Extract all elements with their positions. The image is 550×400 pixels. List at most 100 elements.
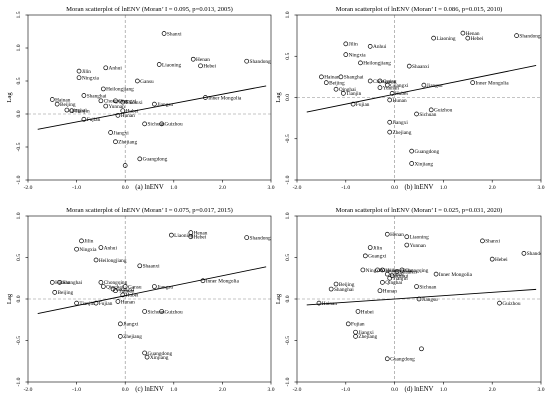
data-point — [414, 111, 419, 117]
x-tick-label: 2.0 — [489, 387, 496, 393]
data-point — [355, 309, 361, 314]
data-point — [338, 74, 344, 80]
data-point — [137, 263, 143, 269]
data-point — [409, 148, 415, 154]
panel-title: Moran scatterplot of lnENV (Moran’ I = 0… — [66, 207, 233, 214]
point-label: Chongqing — [405, 268, 429, 274]
point-label: Beijing — [339, 282, 355, 288]
panel-caption: (a) lnENV — [135, 184, 164, 191]
x-tick-label: 3.0 — [268, 185, 275, 191]
point-label: Gansu — [390, 272, 404, 278]
data-point — [323, 80, 329, 86]
data-point — [375, 267, 380, 273]
data-point — [387, 129, 393, 135]
panel-4: Moran scatterplot of lnENV (Moran’ I = 0… — [275, 207, 545, 393]
data-point — [377, 288, 383, 294]
point-label: Guizhou — [164, 309, 183, 315]
data-point — [319, 74, 324, 80]
point-label: Sichuan — [147, 309, 164, 315]
data-point — [409, 161, 415, 166]
point-label: Inner Mongolia — [475, 80, 509, 86]
data-point — [416, 296, 422, 302]
point-label: Anhui — [373, 44, 387, 50]
point-label: Guangxi — [390, 83, 409, 89]
point-label: Hubei — [361, 309, 374, 315]
point-label: Hunan — [393, 98, 407, 104]
fit-line — [37, 85, 267, 130]
point-label: Liaoning — [162, 62, 181, 68]
point-label: Guizhou — [434, 108, 453, 114]
point-label: Fujian — [99, 301, 113, 307]
point-label: Jilin — [82, 69, 91, 75]
panel-title: Moran scatterplot of lnENV (Moran’ I = 0… — [336, 6, 503, 13]
x-tick-label: -1.0 — [341, 387, 350, 393]
data-point — [117, 334, 123, 339]
data-point — [113, 288, 118, 294]
data-point — [345, 321, 351, 327]
data-point — [360, 267, 366, 273]
data-point — [406, 63, 412, 69]
y-axis-label: Lag — [275, 92, 282, 103]
point-label: Shanghai — [334, 287, 354, 293]
data-point — [113, 139, 118, 145]
data-point — [333, 281, 339, 287]
data-point — [81, 116, 87, 122]
data-point — [377, 85, 383, 90]
x-tick-label: -1.0 — [72, 185, 81, 191]
data-point — [103, 65, 109, 71]
point-label: Jiangsu — [157, 102, 173, 108]
panel-caption: (c) lnENV — [135, 386, 164, 393]
point-label: Zhejiang — [393, 130, 412, 136]
data-point — [115, 112, 121, 118]
point-label: Tianjin — [75, 109, 90, 115]
y-tick-label: -1.0 — [285, 377, 291, 386]
panel-caption: (d) lnENV — [405, 386, 434, 393]
point-label: Fujian — [351, 322, 365, 328]
point-label: Guangdong — [143, 157, 168, 163]
data-point — [328, 286, 334, 292]
data-point — [433, 271, 439, 277]
point-label: Zhejiang — [118, 140, 137, 146]
point-label: Sichuan — [419, 284, 436, 290]
point-label: Hubei — [126, 109, 139, 115]
point-label: Fujian — [87, 117, 101, 123]
data-point — [198, 63, 203, 69]
data-point — [113, 98, 118, 104]
point-label: Chongqing — [104, 280, 128, 286]
data-point — [514, 33, 519, 38]
panel-1: Moran scatterplot of lnENV (Moran’ I = 0… — [6, 6, 275, 191]
data-point — [49, 97, 55, 102]
point-label: Guangxi — [116, 287, 135, 293]
point-label: Yunnan — [410, 243, 427, 249]
point-label: Hebei — [495, 257, 508, 263]
y-tick-label: 0.5 — [16, 77, 22, 84]
y-tick-label: 1.0 — [16, 44, 22, 51]
point-label: Jiangsu — [157, 284, 173, 290]
data-point — [460, 30, 466, 36]
point-label: Chongqing — [373, 79, 397, 85]
data-point — [117, 321, 123, 327]
y-tick-label: 1.0 — [285, 212, 291, 219]
data-point — [142, 121, 147, 127]
panel-title: Moran scatterplot of lnENV (Moran’ I = 0… — [336, 207, 503, 214]
point-label: Hubei — [395, 91, 408, 97]
x-tick-label: 1.0 — [440, 185, 447, 191]
y-tick-label: 0.0 — [285, 295, 291, 302]
point-label: Gansu — [128, 284, 142, 290]
data-point — [115, 299, 121, 304]
point-label: Hebei — [194, 235, 207, 241]
x-tick-label: 2.0 — [219, 387, 226, 393]
point-label: Chongqing — [104, 99, 128, 105]
panel-title: Moran scatterplot of lnENV (Moran’ I = 0… — [66, 6, 233, 13]
point-label: Sichuan — [419, 112, 436, 118]
data-point — [49, 280, 55, 285]
data-point — [142, 350, 147, 356]
point-label: Ningxia — [82, 76, 100, 82]
x-tick-label: -2.0 — [293, 387, 302, 393]
data-point — [137, 156, 143, 162]
data-point — [57, 280, 62, 285]
point-label: Tianjin — [79, 301, 94, 307]
data-point — [521, 251, 527, 256]
data-point — [341, 91, 346, 96]
